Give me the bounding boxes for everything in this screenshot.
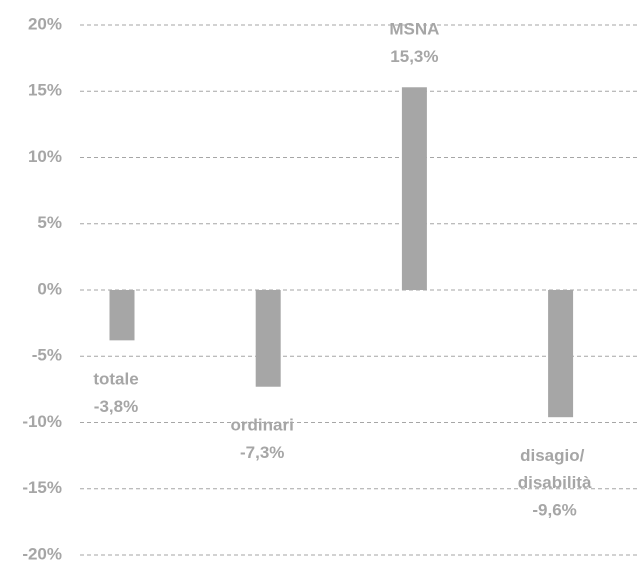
y-tick-label: 0% <box>37 279 62 298</box>
y-tick-label: -5% <box>32 346 62 365</box>
category-label: ordinari <box>231 416 294 435</box>
y-tick-label: 20% <box>28 14 62 33</box>
y-tick-label: 5% <box>37 213 62 232</box>
category-label: totale <box>93 370 138 389</box>
y-tick-label: 15% <box>28 81 62 100</box>
bar <box>401 87 427 291</box>
y-tick-label: -20% <box>22 544 62 563</box>
y-tick-label: 10% <box>28 147 62 166</box>
category-label: MSNA <box>389 20 439 39</box>
bar <box>548 290 574 418</box>
bar <box>255 290 281 387</box>
y-tick-label: -10% <box>22 412 62 431</box>
value-label: 15,3% <box>390 47 438 66</box>
category-label: disagio/ disabilità <box>518 447 592 493</box>
value-label: -3,8% <box>94 397 138 416</box>
bar <box>109 290 135 341</box>
y-tick-label: -15% <box>22 478 62 497</box>
value-label: -9,6% <box>532 501 576 520</box>
value-label: -7,3% <box>240 443 284 462</box>
